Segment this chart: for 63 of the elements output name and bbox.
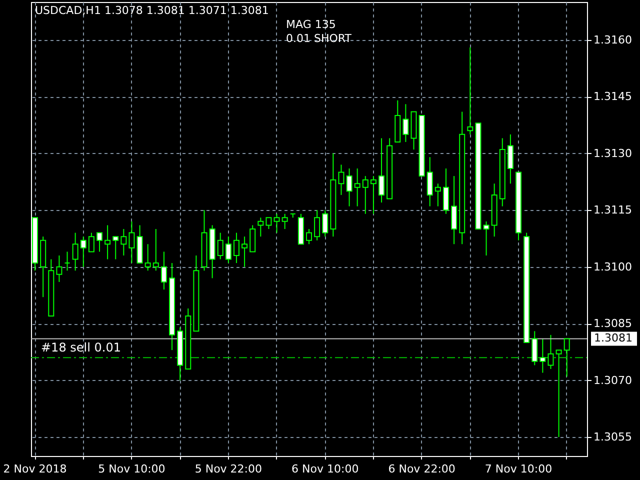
- candlestick: [354, 168, 360, 207]
- candlestick: [233, 232, 240, 264]
- candlestick: [64, 251, 70, 272]
- y-tick-label: 1.3100: [594, 260, 632, 274]
- x-tick-label: 5 Nov 22:00: [194, 462, 262, 476]
- candlestick: [152, 228, 159, 272]
- annotation: MAG 135: [286, 18, 336, 31]
- candlestick: [442, 168, 449, 214]
- y-tick-label: 1.3085: [594, 317, 632, 330]
- candlestick: [120, 228, 127, 256]
- candlestick: [250, 224, 256, 252]
- ref-line-label: 1.3081: [594, 332, 632, 345]
- candlestick: [160, 251, 167, 290]
- x-tick-label: 6 Nov 10:00: [292, 462, 359, 476]
- candlestick: [467, 46, 474, 135]
- candlestick: [72, 232, 78, 272]
- candlestick: [402, 104, 409, 142]
- candlestick: [128, 220, 135, 264]
- candlestick: [242, 236, 248, 268]
- y-tick-label: 1.3055: [594, 430, 632, 444]
- x-tick-label: 6 Nov 22:00: [388, 462, 456, 476]
- candlestick: [266, 217, 272, 230]
- candlestick: [564, 338, 570, 378]
- candlestick: [144, 244, 151, 272]
- annotation: 0.01 SHORT: [286, 32, 352, 45]
- chart-title: USDCAD,H1 1.3078 1.3081 1.3071 1.3081: [35, 4, 269, 17]
- candlestick: [274, 213, 280, 234]
- y-tick-label: 1.3070: [594, 374, 632, 387]
- y-tick-label: 1.3115: [594, 204, 632, 217]
- y-tick-label: 1.3160: [594, 33, 632, 46]
- x-tick-label: 2 Nov 2018: [3, 462, 67, 476]
- x-tick-label: 5 Nov 10:00: [98, 462, 166, 476]
- candlestick: [548, 334, 554, 370]
- candlestick: [282, 213, 288, 230]
- candlestick: [56, 254, 62, 282]
- candlestick: [483, 220, 490, 256]
- candlestick: [378, 138, 385, 204]
- candlestick: [532, 330, 538, 366]
- candlestick: [112, 236, 119, 260]
- candlestick: [104, 224, 111, 260]
- candlestick: [217, 232, 224, 260]
- candlestick: [225, 236, 232, 264]
- candlestick: [88, 232, 94, 252]
- candlestick: [96, 232, 102, 252]
- candlestick: [338, 164, 344, 196]
- candlestick: [556, 350, 562, 438]
- candlestick: [258, 217, 264, 238]
- ref-line-label: #18 sell 0.01: [41, 340, 121, 355]
- candlestick: [80, 236, 86, 268]
- candlestick: [507, 134, 514, 184]
- candlestick: [426, 156, 433, 207]
- candlestick: [451, 176, 458, 245]
- candlestick: [322, 210, 328, 238]
- candlestick: [362, 176, 368, 214]
- y-tick-label: 1.3130: [594, 146, 632, 160]
- x-tick-label: 7 Nov 10:00: [484, 462, 552, 476]
- candlestick: [370, 176, 376, 214]
- candlestick: [540, 338, 546, 374]
- y-tick-label: 1.3145: [594, 90, 632, 104]
- candlestick: [346, 168, 352, 207]
- candlestick: [314, 210, 320, 241]
- candlestick: [306, 228, 312, 245]
- candlestick: [434, 183, 441, 207]
